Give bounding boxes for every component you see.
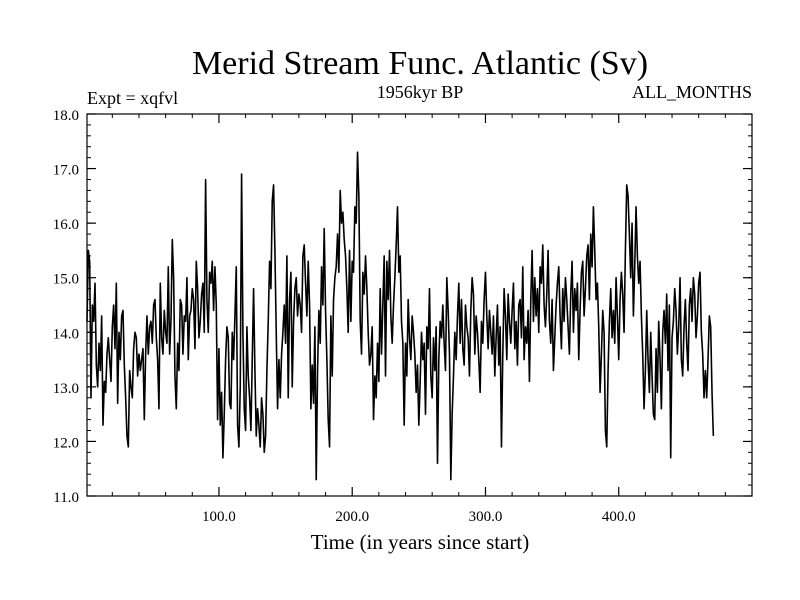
months-label: ALL_MONTHS: [632, 82, 752, 102]
x-tick-label: 200.0: [335, 509, 369, 525]
y-tick-label: 17.0: [53, 163, 79, 179]
y-tick-label: 18.0: [53, 108, 79, 124]
expt-label: Expt = xqfvl: [87, 88, 178, 108]
x-axis: 100.0 200.0 300.0 400.0: [111, 114, 726, 525]
y-tick-label: 13.0: [53, 381, 79, 397]
chart-subtitle: 1956kyr BP: [377, 82, 464, 102]
y-tick-label: 12.0: [53, 435, 79, 451]
y-tick-label: 15.0: [53, 272, 79, 288]
y-tick-label: 14.0: [53, 326, 79, 342]
series-line: [86, 151, 715, 481]
x-tick-label: 300.0: [469, 509, 503, 525]
y-tick-label: 16.0: [53, 217, 79, 233]
chart-title: Merid Stream Func. Atlantic (Sv): [192, 45, 648, 82]
plot-frame: [86, 113, 753, 497]
x-tick-label: 100.0: [202, 509, 236, 525]
x-axis-label: Time (in years since start): [311, 530, 530, 554]
x-tick-label: 400.0: [602, 509, 636, 525]
y-axis: 11.0 12.0 13.0 14.0 15.0 16.0 17.0 18.0: [53, 108, 752, 506]
y-tick-label: 11.0: [53, 490, 79, 506]
